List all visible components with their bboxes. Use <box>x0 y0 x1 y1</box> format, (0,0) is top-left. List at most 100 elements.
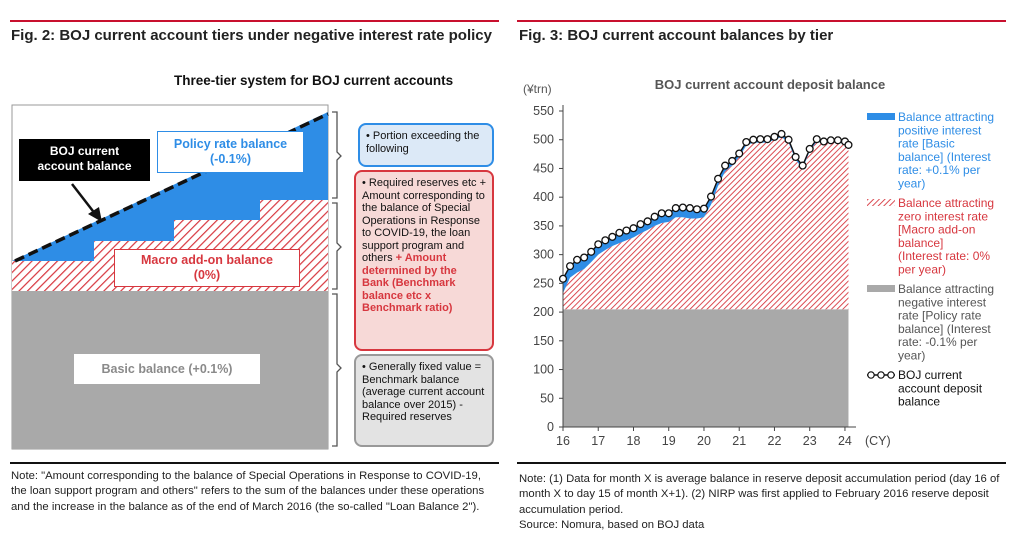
y-tick-label: 50 <box>540 391 554 405</box>
macro-addon-description: • Required reserves etc + Amount corresp… <box>354 170 494 351</box>
total-point <box>594 240 603 249</box>
y-tick-label: 500 <box>533 133 554 147</box>
boj-balance-label: BOJ current account balance <box>19 139 150 181</box>
policy-rate-description: • Portion exceeding the following <box>358 123 494 167</box>
brace-mid <box>332 202 342 290</box>
legend-swatch <box>867 285 895 292</box>
total-point <box>784 135 793 144</box>
brace-bottom <box>332 293 342 447</box>
policy-rate-description-text: • Portion exceeding the following <box>366 130 480 155</box>
fig3-title: Fig. 3: BOJ current account balances by … <box>519 27 834 44</box>
x-tick-label: 19 <box>662 434 676 448</box>
total-point <box>763 135 772 144</box>
x-tick-label: 24 <box>838 434 852 448</box>
fig3-top-rule <box>517 20 1006 22</box>
total-point <box>601 236 610 245</box>
total-point <box>636 220 645 229</box>
chart-legend: Balance attracting positive interest rate … <box>867 110 994 409</box>
fig2-note: Note: "Amount corresponding to the balan… <box>11 470 485 513</box>
total-point <box>714 174 723 183</box>
total-point <box>819 137 828 146</box>
fig2-title: Fig. 2: BOJ current account tiers under … <box>11 27 492 44</box>
total-point <box>587 247 596 256</box>
total-point <box>735 149 744 158</box>
y-tick-label: 550 <box>533 104 554 118</box>
y-tick-label: 200 <box>533 305 554 319</box>
x-axis-label: (CY) <box>865 434 891 448</box>
total-point <box>706 192 716 201</box>
fig2-subtitle: Three-tier system for BOJ current accoun… <box>174 73 454 88</box>
policy-rate-label: Policy rate balance (-0.1%) <box>157 131 304 173</box>
total-point <box>692 205 701 214</box>
y-tick-label: 100 <box>533 363 554 377</box>
y-tick-label: 0 <box>547 420 554 434</box>
total-point <box>791 152 800 162</box>
chart-title: BOJ current account deposit balance <box>655 77 885 92</box>
total-point <box>608 232 617 241</box>
arrow-head <box>88 207 102 222</box>
total-point <box>558 274 568 283</box>
total-point <box>728 156 737 166</box>
total-point <box>650 212 659 221</box>
fig2-top-rule <box>10 20 499 22</box>
legend-swatch-marker <box>867 371 875 379</box>
total-point <box>657 209 666 218</box>
fig3-source: Source: Nomura, based on BOJ data <box>519 519 705 531</box>
deposit-balance-chart: BOJ current account deposit balance (¥tr… <box>523 77 994 448</box>
total-point <box>678 203 687 212</box>
x-tick-label: 22 <box>768 434 782 448</box>
legend-swatch <box>867 113 895 120</box>
series-basic-area <box>563 309 849 427</box>
total-point <box>622 226 631 235</box>
total-point <box>833 136 842 145</box>
total-point <box>749 135 758 144</box>
y-tick-label: 400 <box>533 190 554 204</box>
total-point <box>844 140 853 149</box>
total-point <box>798 161 807 170</box>
y-tick-label: 450 <box>533 161 554 175</box>
total-point <box>565 262 575 271</box>
plot-area: 0 50 100 150 200 250 300 350 400 450 500 550 16 17 18 1… <box>533 104 891 448</box>
legend-label: Balance attracting negative interest rate … <box>898 282 994 363</box>
total-point <box>721 161 730 170</box>
legend-swatch-marker <box>877 371 885 379</box>
total-point <box>573 255 582 264</box>
legend-swatch-marker <box>887 371 895 379</box>
total-point <box>812 135 821 144</box>
legend-label: Balance attracting positive interest rate … <box>898 110 994 191</box>
total-point <box>826 136 835 145</box>
basic-balance-description-text: • Generally fixed value = Benchmark bala… <box>362 361 485 423</box>
series-policy-area <box>563 133 849 294</box>
macro-addon-label: Macro add-on balance (0%) <box>114 249 300 287</box>
legend-label: BOJ current account deposit balance <box>898 368 983 409</box>
total-point <box>756 135 765 144</box>
y-axis-unit: (¥trn) <box>523 82 552 96</box>
total-point <box>643 217 652 226</box>
basic-balance-description: • Generally fixed value = Benchmark bala… <box>354 354 494 447</box>
total-point <box>777 129 786 139</box>
total-point <box>770 132 779 141</box>
total-point <box>805 144 814 153</box>
series-macro-area <box>563 136 849 310</box>
total-point <box>664 209 673 218</box>
fig2-note-rule <box>10 462 499 464</box>
x-tick-label: 23 <box>803 434 817 448</box>
legend-label: Balance attracting zero interest rate [Mac… <box>898 196 994 277</box>
x-tick-label: 17 <box>591 434 605 448</box>
y-tick-label: 150 <box>533 334 554 348</box>
total-point <box>580 253 589 262</box>
macro-addon-description-red: + Amount determined by the Bank (Benchma… <box>362 252 457 314</box>
total-point <box>699 204 709 213</box>
y-tick-label: 300 <box>533 248 554 262</box>
total-point <box>615 228 624 237</box>
brace-top <box>332 111 342 199</box>
total-point <box>742 137 751 147</box>
x-tick-label: 16 <box>556 434 570 448</box>
total-point <box>685 204 694 213</box>
x-tick-label: 21 <box>732 434 746 448</box>
total-point <box>671 204 680 213</box>
arrow-line <box>71 183 97 216</box>
macro-addon-description-text: • Required reserves etc + Amount corresp… <box>362 177 486 264</box>
total-point <box>629 224 638 233</box>
fig3-note-rule <box>517 462 1006 464</box>
